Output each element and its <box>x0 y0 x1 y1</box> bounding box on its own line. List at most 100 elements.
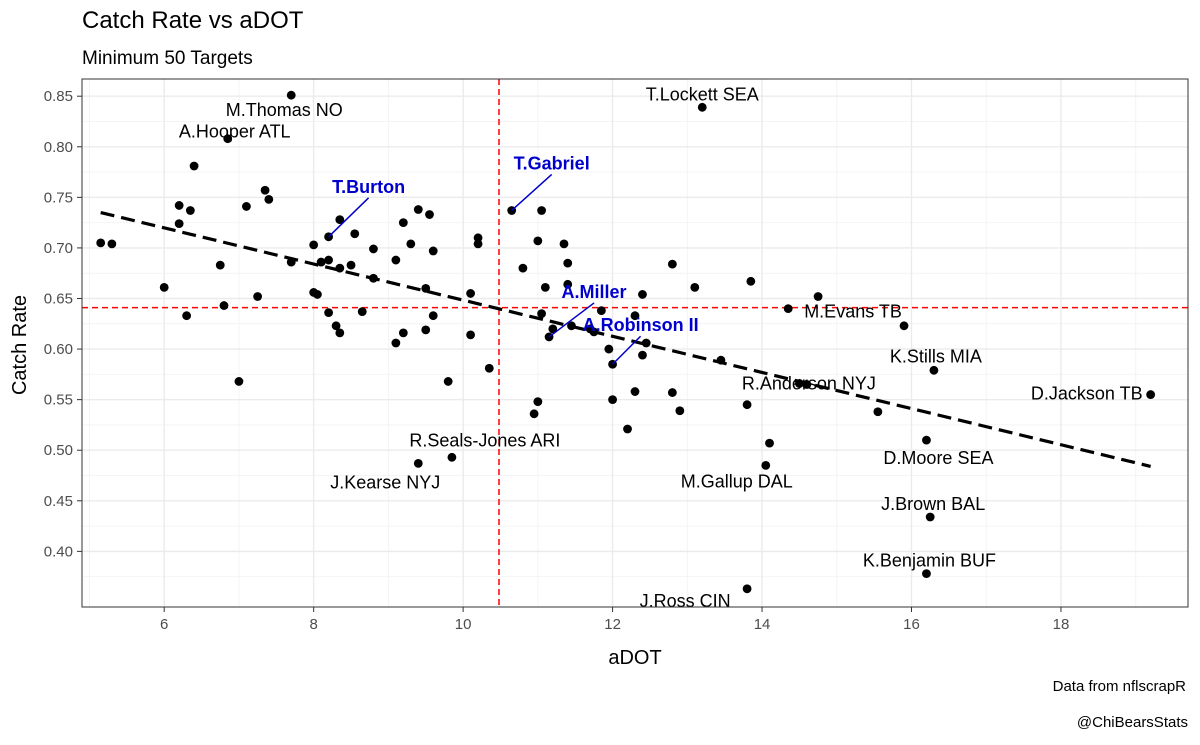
data-point <box>667 388 677 397</box>
data-point <box>350 229 360 239</box>
data-point <box>466 289 475 298</box>
data-point <box>413 205 423 214</box>
data-point <box>185 206 195 215</box>
data-point <box>608 395 617 405</box>
data-point <box>548 324 558 334</box>
data-point <box>309 240 319 250</box>
y-tick-label: 0.50 <box>44 442 73 459</box>
data-point <box>369 273 378 283</box>
point-label: M.Gallup DAL <box>681 471 793 491</box>
data-point <box>795 379 804 388</box>
point-label: J.Kearse NYJ <box>330 472 440 492</box>
data-point <box>518 263 528 273</box>
x-tick-label: 10 <box>455 616 472 633</box>
data-point <box>537 206 546 215</box>
data-point <box>742 584 752 594</box>
data-point <box>324 308 334 318</box>
point-label: K.Benjamin BUF <box>863 551 996 571</box>
data-point <box>922 435 931 445</box>
point-label: R.Anderson NYJ <box>742 373 876 393</box>
leader-line <box>548 302 595 338</box>
point-labels: M.Thomas NOA.Hooper ATL T.Lockett SEA M.Ev… <box>179 84 1143 610</box>
data-point <box>802 380 812 389</box>
data-point <box>540 282 550 292</box>
y-tick-label: 0.75 <box>44 189 73 206</box>
data-point <box>922 569 931 579</box>
x-axis-title: aDOT <box>608 647 661 669</box>
data-point <box>324 255 334 265</box>
x-tick-label: 6 <box>160 616 168 633</box>
data-point <box>96 238 106 248</box>
data-point <box>182 311 192 321</box>
data-point <box>533 397 543 407</box>
panel-border <box>81 78 1189 608</box>
data-point <box>667 259 677 269</box>
data-point <box>253 292 263 301</box>
data-points <box>96 90 1156 594</box>
data-point <box>443 377 453 386</box>
y-tick-label: 0.60 <box>44 341 73 358</box>
data-point <box>466 330 475 340</box>
y-tick-label: 0.45 <box>44 493 73 510</box>
x-tick-label: 16 <box>903 616 920 633</box>
chart-subtitle: Minimum 50 Targets <box>82 48 253 69</box>
credit-caption: @ChiBearsStats <box>1077 714 1188 731</box>
data-point <box>286 90 296 100</box>
data-point <box>406 239 416 249</box>
data-point <box>421 283 431 293</box>
data-point <box>223 134 233 144</box>
data-point <box>428 246 438 256</box>
data-point <box>234 377 244 386</box>
data-point <box>174 219 184 229</box>
data-point <box>638 290 647 299</box>
data-point <box>413 458 423 468</box>
data-point <box>357 307 367 317</box>
y-tick-label: 0.40 <box>44 543 73 560</box>
y-axis-ticks: 0.40 0.45 0.50 0.55 0.60 0.65 0.70 0.75 0.80 0.85 <box>44 88 82 560</box>
point-label: T.Gabriel <box>514 153 590 173</box>
data-source-caption: Data from nflscrapR <box>1053 678 1187 695</box>
x-axis-ticks: 6 8 10 12 14 16 18 <box>160 607 1069 633</box>
label-leader-lines <box>328 173 642 365</box>
data-point <box>219 301 229 310</box>
data-point <box>264 194 274 204</box>
data-point <box>623 424 632 434</box>
point-label: A.Hooper ATL <box>179 122 291 142</box>
data-point <box>716 355 726 365</box>
data-point <box>690 282 700 292</box>
point-label: J.Ross CIN <box>640 591 731 611</box>
data-point <box>335 328 345 338</box>
grid-lines <box>82 79 1188 607</box>
x-tick-label: 18 <box>1053 616 1070 633</box>
data-point <box>215 260 225 270</box>
data-point <box>398 328 408 338</box>
data-point <box>746 276 756 286</box>
data-point <box>189 161 199 171</box>
data-point <box>537 309 546 319</box>
leader-line <box>612 335 642 365</box>
data-point <box>761 460 771 470</box>
data-point <box>675 406 685 416</box>
data-point <box>783 304 793 314</box>
data-point <box>925 512 935 522</box>
data-point <box>159 282 169 292</box>
data-point <box>473 233 483 243</box>
point-label: K.Stills MIA <box>890 346 982 366</box>
data-point <box>391 255 401 265</box>
data-point <box>316 257 326 267</box>
point-label: J.Brown BAL <box>881 494 985 514</box>
data-point <box>641 338 651 348</box>
point-label: R.Seals-Jones ARI <box>409 430 560 450</box>
data-point <box>533 236 543 246</box>
x-tick-label: 8 <box>309 616 317 633</box>
data-point <box>589 327 599 337</box>
point-label: D.Moore SEA <box>883 448 993 468</box>
data-point <box>638 350 647 360</box>
data-point <box>428 311 438 321</box>
leader-line <box>511 173 553 212</box>
data-point <box>398 218 408 228</box>
data-point <box>765 438 774 448</box>
y-tick-label: 0.65 <box>44 290 73 307</box>
point-label: T.Burton <box>332 177 405 197</box>
